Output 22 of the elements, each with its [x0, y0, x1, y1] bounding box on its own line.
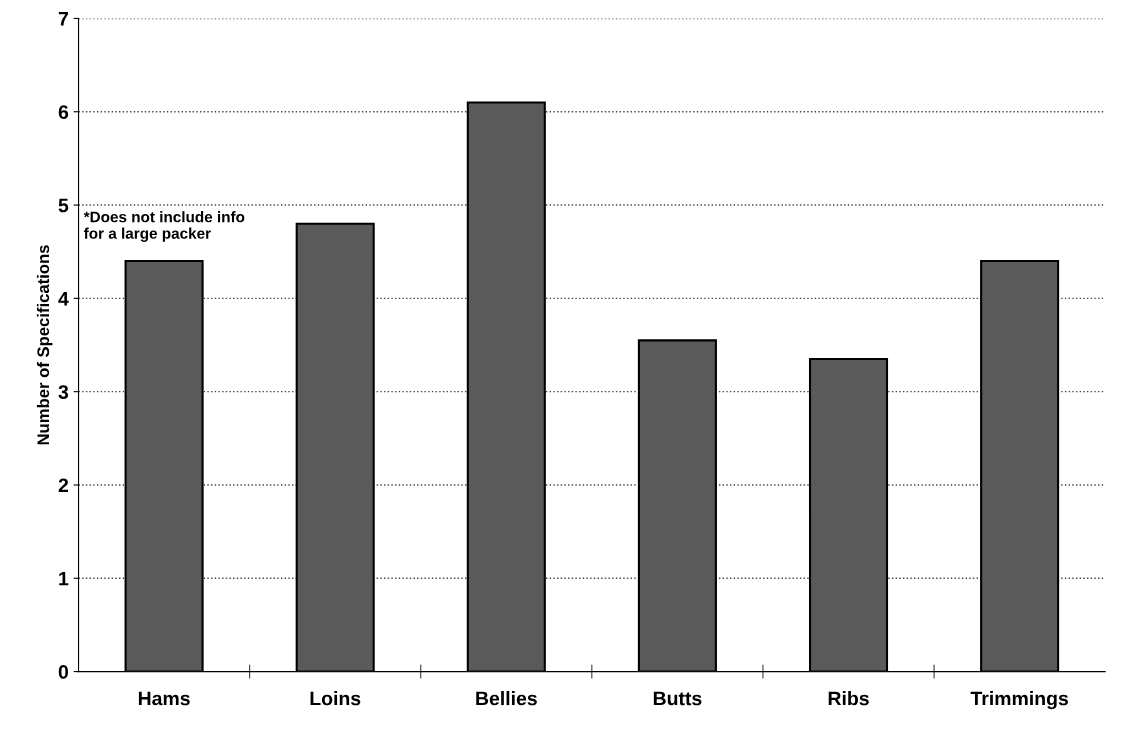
- bar: [466, 101, 546, 672]
- x-tick-label: Hams: [138, 691, 190, 706]
- x-tick-label: Trimmings: [970, 691, 1068, 710]
- y-tick-label: 2: [58, 478, 69, 493]
- bar: [637, 339, 717, 672]
- y-tick-label: 3: [58, 385, 69, 399]
- bar: [808, 357, 889, 672]
- x-tick-label: Ribs: [828, 691, 869, 706]
- x-tick-label: Butts: [653, 691, 702, 706]
- bar: [124, 260, 204, 672]
- y-axis-title: Number of Specifications: [36, 245, 53, 445]
- y-tick-label: 5: [58, 198, 69, 213]
- y-tick-label: 7: [58, 12, 68, 26]
- x-tick-label: Loins: [310, 691, 361, 706]
- y-tick-label: 0: [58, 665, 69, 679]
- y-tick-label: 4: [58, 292, 69, 306]
- y-tick-label: 6: [58, 105, 69, 119]
- y-tick-label: 1: [59, 571, 69, 586]
- x-tick-label: Bellies: [476, 691, 537, 706]
- bar: [295, 222, 375, 672]
- annotation: *Does not include info for a large packer: [83, 211, 245, 242]
- bar: [980, 260, 1060, 672]
